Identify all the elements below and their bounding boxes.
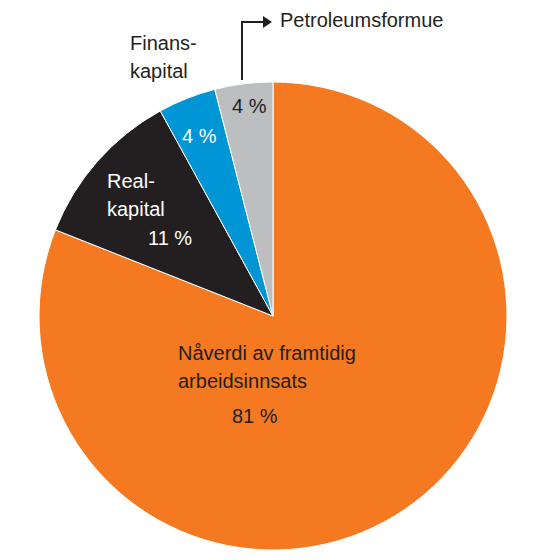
svg-text:Nåverdi av framtidigarbeidsinn: Nåverdi av framtidigarbeidsinnsats (178, 342, 356, 392)
svg-text:81 %: 81 % (232, 405, 278, 427)
svg-text:Petroleumsformue: Petroleumsformue (280, 9, 443, 31)
svg-text:11 %: 11 % (148, 227, 192, 249)
svg-text:Finans-kapital: Finans-kapital (130, 32, 197, 82)
svg-text:Real-kapital: Real-kapital (107, 170, 165, 220)
svg-text:4 %: 4 % (182, 125, 217, 147)
svg-text:4 %: 4 % (232, 95, 267, 117)
